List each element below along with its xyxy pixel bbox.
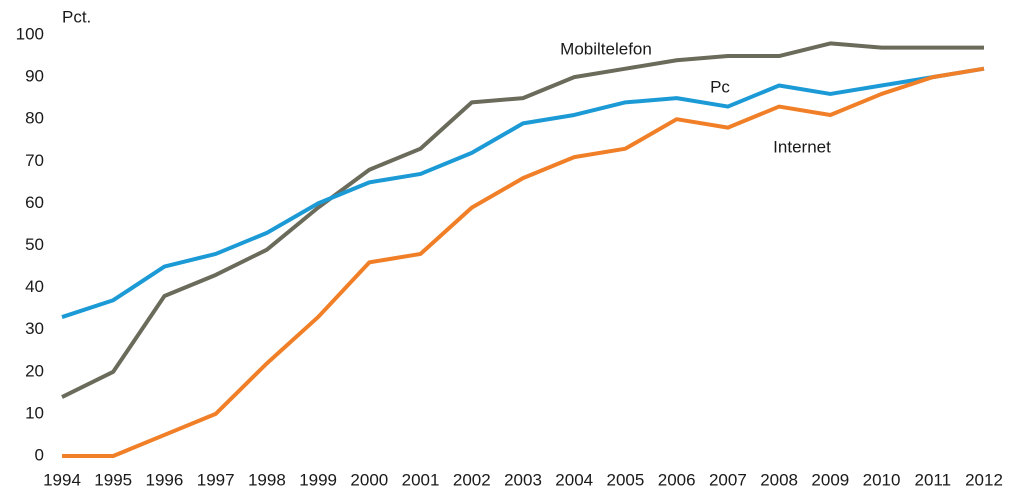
x-tick-label: 1996 <box>146 470 184 489</box>
y-tick-label: 20 <box>25 361 44 380</box>
series-line <box>62 66 985 458</box>
x-tick-label: 1999 <box>299 470 337 489</box>
y-tick-label: 30 <box>25 319 44 338</box>
y-tick-label: 60 <box>25 193 44 212</box>
y-tick-label: 100 <box>16 24 44 43</box>
x-tick-label: 2005 <box>607 470 645 489</box>
x-tick-label: 1994 <box>43 470 81 489</box>
y-axis-label: Pct. <box>62 7 91 26</box>
y-tick-label: 0 <box>35 445 44 464</box>
x-tick-label: 2007 <box>709 470 747 489</box>
series-line <box>61 41 984 399</box>
x-tick-label: 2008 <box>760 470 798 489</box>
y-tick-label: 50 <box>25 235 44 254</box>
x-tick-label: 1995 <box>94 470 132 489</box>
x-tick-label: 2011 <box>914 470 951 489</box>
y-tick-label: 70 <box>25 151 44 170</box>
x-tick-label: 1997 <box>197 470 235 489</box>
series-label: Internet <box>773 137 831 156</box>
x-tick-label: 2006 <box>658 470 696 489</box>
x-tick-label: 2010 <box>863 470 901 489</box>
x-tick-label: 2009 <box>811 470 849 489</box>
x-tick-label: 1998 <box>248 470 286 489</box>
x-tick-label: 2012 <box>965 470 1003 489</box>
series-label: Pc <box>710 77 730 96</box>
y-tick-label: 40 <box>25 277 44 296</box>
x-tick-label: 2003 <box>504 470 542 489</box>
x-tick-label: 2004 <box>555 470 593 489</box>
series-label: Mobiltelefon <box>560 39 652 58</box>
y-tick-label: 10 <box>25 403 44 422</box>
x-tick-label: 2001 <box>402 470 440 489</box>
x-tick-label: 2002 <box>453 470 491 489</box>
y-tick-label: 80 <box>25 109 44 128</box>
series-line <box>61 66 985 319</box>
x-tick-label: 2000 <box>350 470 388 489</box>
y-tick-label: 90 <box>25 67 44 86</box>
